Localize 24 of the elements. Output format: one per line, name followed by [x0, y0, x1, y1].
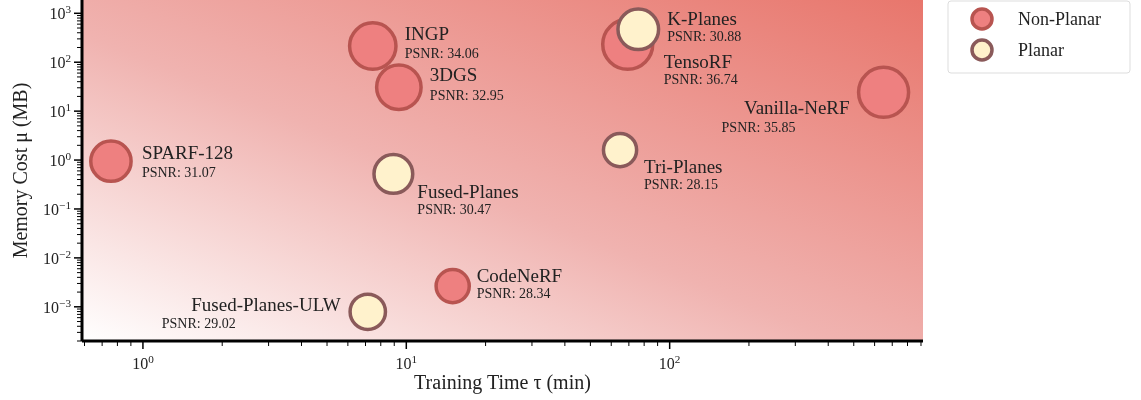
- x-tick-label: 10$^{1}$: [395, 353, 418, 372]
- y-tick-label: 10$^{−3}$: [43, 296, 72, 316]
- annotation: Fused-Planes-ULW PSNR: 29.02: [161, 293, 341, 331]
- annotation: K-Planes PSNR: 30.88: [667, 8, 742, 45]
- annotation: 3DGS PSNR: 32.95: [429, 64, 504, 104]
- y-axis-title: Memory Cost μ (MB): [9, 82, 32, 259]
- y-tick-label: 10$^{2}$: [49, 52, 71, 72]
- annotation: INGP PSNR: 34.06: [404, 23, 479, 62]
- y-tick-label: 10$^{0}$: [49, 150, 72, 170]
- y-tick-label: 10$^{−2}$: [43, 247, 71, 267]
- annotation: Tri-Planes PSNR: 28.15: [644, 156, 723, 193]
- annotation: Fused-Planes PSNR: 30.47: [417, 180, 519, 217]
- annotation: CodeNeRF PSNR: 28.34: [476, 265, 563, 302]
- annotation: TensoRF PSNR: 36.74: [663, 51, 738, 88]
- x-tick-label: 10$^{2}$: [658, 353, 681, 372]
- annotation: Vanilla-NeRF PSNR: 35.85: [721, 97, 850, 136]
- legend-label: Planar: [1018, 40, 1064, 60]
- x-axis-title: Training Time τ (min): [414, 371, 591, 394]
- legend-label: Non-Planar: [1018, 9, 1101, 29]
- y-tick-label: 10$^{3}$: [49, 3, 72, 23]
- y-tick-label: 10$^{−1}$: [43, 198, 71, 218]
- x-tick-label: 10$^{0}$: [132, 353, 155, 372]
- y-tick-label: 10$^{1}$: [49, 101, 71, 121]
- annotation: SPARF-128 PSNR: 31.07: [141, 142, 234, 181]
